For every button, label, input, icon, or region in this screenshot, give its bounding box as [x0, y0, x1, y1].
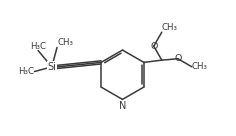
Text: N: N	[119, 101, 126, 111]
Text: H₃C: H₃C	[18, 67, 34, 76]
Text: H₃C: H₃C	[30, 42, 46, 51]
Text: O: O	[150, 42, 157, 51]
Text: O: O	[174, 54, 181, 63]
Text: Si: Si	[47, 62, 56, 72]
Text: CH₃: CH₃	[57, 38, 73, 47]
Text: CH₃: CH₃	[192, 62, 208, 71]
Text: CH₃: CH₃	[162, 23, 178, 32]
